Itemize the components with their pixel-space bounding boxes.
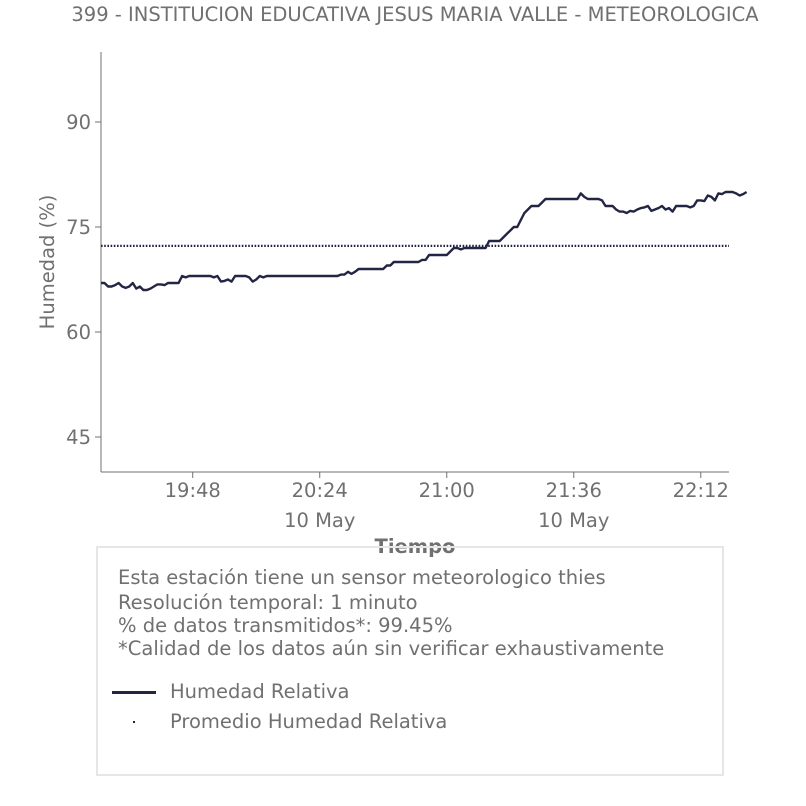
- legend-solid-line-icon: [112, 691, 156, 694]
- humidity-chart: 45 60 75 90 19:48 20:24 10 May 21:00 21:36 10 Ma…: [36, 52, 748, 558]
- x-tick-label: 20:24: [292, 479, 348, 502]
- info-resolution-text: Resolución temporal: 1 minuto: [118, 591, 418, 614]
- x-tick-label: 21:36: [546, 479, 602, 502]
- chart-title: 399 - INSTITUCION EDUCATIVA JESUS MARIA …: [71, 3, 759, 26]
- x-tick-label: 22:12: [673, 479, 729, 502]
- legend-dotted-marker-icon: [133, 721, 135, 723]
- x-tick-date-label: 10 May: [284, 509, 355, 532]
- info-sensor-text: Esta estación tiene un sensor meteorolog…: [118, 566, 606, 589]
- y-tick-label: 75: [66, 216, 91, 239]
- info-transmitted-text: % de datos transmitidos*: 99.45%: [118, 614, 453, 637]
- y-ticks: 45 60 75 90: [66, 111, 101, 449]
- x-tick-label: 21:00: [419, 479, 475, 502]
- y-tick-label: 60: [66, 321, 91, 344]
- y-axis-label: Humedad (%): [36, 195, 59, 330]
- humidity-series-line: [101, 190, 748, 292]
- info-quality-note: *Calidad de los datos aún sin verificar …: [118, 637, 665, 660]
- x-tick-date-label: 10 May: [538, 509, 609, 532]
- y-tick-label: 45: [66, 426, 91, 449]
- x-ticks: 19:48 20:24 10 May 21:00 21:36 10 May 22:12: [165, 472, 729, 532]
- legend-mean-label: Promedio Humedad Relativa: [170, 710, 448, 733]
- y-tick-label: 90: [66, 111, 91, 134]
- x-tick-label: 19:48: [165, 479, 221, 502]
- legend-humidity-label: Humedad Relativa: [170, 680, 350, 703]
- info-box: Esta estación tiene un sensor meteorolog…: [96, 546, 724, 776]
